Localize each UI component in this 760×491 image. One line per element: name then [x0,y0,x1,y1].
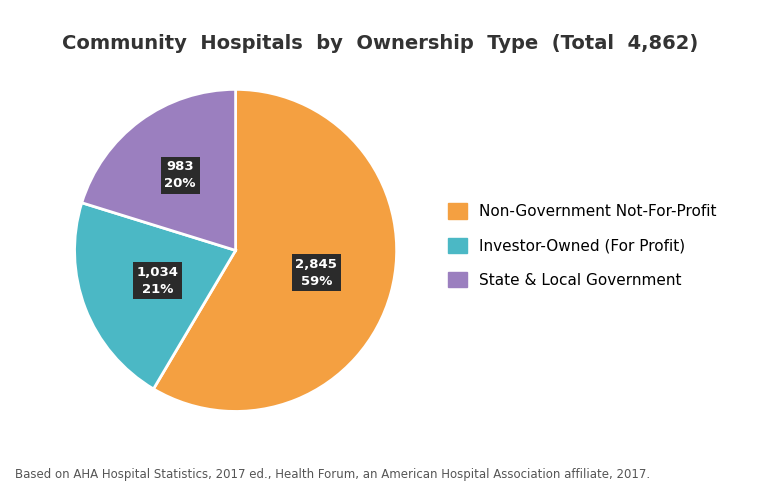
Text: 1,034
21%: 1,034 21% [137,266,179,296]
Wedge shape [154,89,397,411]
Text: 983
20%: 983 20% [164,160,196,190]
Wedge shape [74,203,236,389]
Text: Based on AHA Hospital Statistics, 2017 ed., Health Forum, an American Hospital A: Based on AHA Hospital Statistics, 2017 e… [15,468,651,481]
Text: 2,845
59%: 2,845 59% [296,258,337,288]
Text: Community  Hospitals  by  Ownership  Type  (Total  4,862): Community Hospitals by Ownership Type (T… [62,34,698,54]
Legend: Non-Government Not-For-Profit, Investor-Owned (For Profit), State & Local Govern: Non-Government Not-For-Profit, Investor-… [448,203,717,288]
Wedge shape [82,89,236,250]
